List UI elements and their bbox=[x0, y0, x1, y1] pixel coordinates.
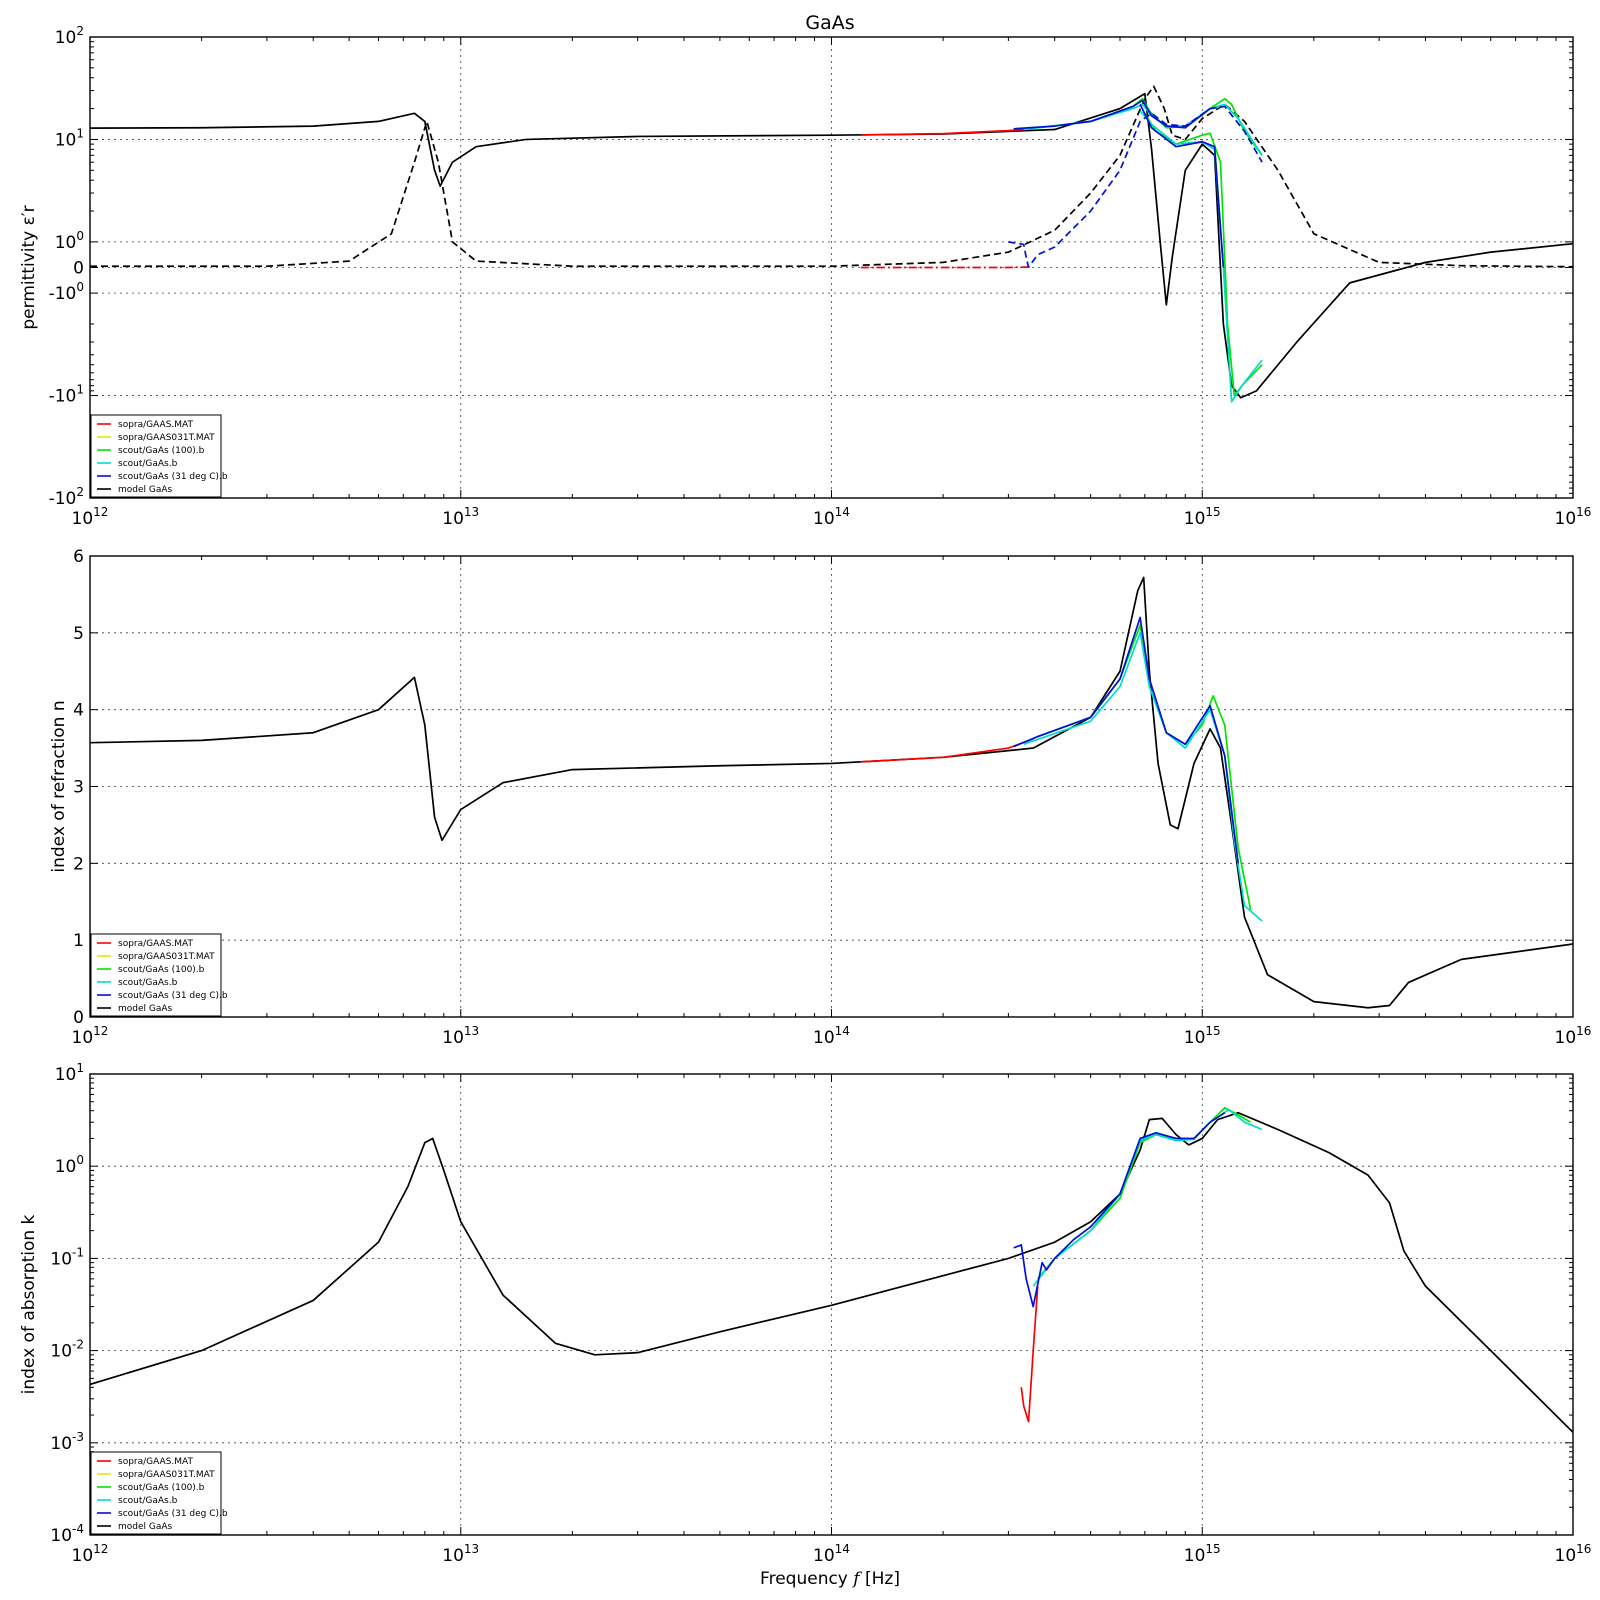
x-tick-label: 1013 bbox=[442, 1024, 479, 1048]
y-tick-label: 10-3 bbox=[50, 1430, 84, 1454]
x-axis-label: Frequency f [Hz] bbox=[760, 1569, 900, 1589]
legend-label: model GaAs bbox=[118, 1004, 173, 1014]
legend-label: model GaAs bbox=[118, 1522, 173, 1532]
series-layer bbox=[90, 576, 1573, 1009]
x-tick-label: 1015 bbox=[1184, 1024, 1221, 1048]
legend-label: scout/GaAs.b bbox=[118, 978, 178, 988]
legend-label: sopra/GAAS031T.MAT bbox=[118, 952, 215, 962]
x-tick-label: 1012 bbox=[72, 1542, 109, 1566]
chart-title: GaAs bbox=[805, 12, 854, 34]
x-tick-label: 1015 bbox=[1184, 1542, 1221, 1566]
series-line-sopra-gaas-mat bbox=[860, 128, 1024, 136]
x-tick-label: 1012 bbox=[72, 505, 109, 529]
series-line-scout-gaas-31-deg-c-b bbox=[1008, 105, 1263, 268]
y-tick-label: 2 bbox=[73, 854, 84, 874]
y-tick-label: 6 bbox=[73, 547, 84, 567]
series-line-scout-gaas-31-deg-c-b bbox=[1013, 1112, 1226, 1308]
series-line-scout-gaas-b bbox=[1023, 103, 1263, 156]
x-tick-label: 1016 bbox=[1555, 1542, 1592, 1566]
series-line-model-gaas bbox=[90, 85, 1573, 268]
legend-label: scout/GaAs (100).b bbox=[118, 446, 205, 456]
legend-label: model GaAs bbox=[118, 485, 173, 495]
series-line-scout-gaas-b bbox=[1032, 1108, 1263, 1287]
legend-label: scout/GaAs.b bbox=[118, 1496, 178, 1506]
y-tick-label: -100 bbox=[49, 280, 84, 304]
legend-label: scout/GaAs (100).b bbox=[118, 965, 205, 975]
series-line-scout-gaas-100-b bbox=[1037, 1106, 1252, 1280]
series-line-model-gaas bbox=[90, 92, 1573, 399]
series-line-sopra-gaas-mat bbox=[1020, 1286, 1039, 1423]
legend: sopra/GAAS.MAT sopra/GAAS031T.MAT scout/Ga… bbox=[90, 414, 228, 498]
y-tick-label: 4 bbox=[73, 701, 84, 721]
y-tick-label: -102 bbox=[49, 485, 84, 509]
legend: sopra/GAAS.MAT sopra/GAAS031T.MAT scout/Ga… bbox=[90, 1451, 228, 1535]
x-tick-label: 1013 bbox=[442, 1542, 479, 1566]
y-tick-label: 101 bbox=[55, 1061, 84, 1085]
series-line-scout-gaas-b bbox=[1023, 631, 1263, 922]
legend-label: scout/GaAs (31 deg C).b bbox=[118, 991, 228, 1001]
x-tick-label: 1014 bbox=[813, 1542, 850, 1566]
panel-absorption: 1012 1013 1014 1015 1016 101 100 10-1 10-2 10-3 10… bbox=[19, 1061, 1591, 1566]
y-tick-label: 101 bbox=[55, 126, 84, 150]
x-tick-label: 1012 bbox=[72, 1024, 109, 1048]
y-tick-label: 1 bbox=[73, 931, 84, 951]
panel-refraction: 1012 1013 1014 1015 1016 0 1 2 3 4 5 6 index of refr… bbox=[49, 547, 1591, 1048]
y-tick-label: -101 bbox=[49, 383, 84, 407]
x-tick-label: 1016 bbox=[1555, 1024, 1592, 1048]
legend-box bbox=[90, 933, 222, 1017]
y-tick-label: 3 bbox=[73, 778, 84, 798]
series-layer bbox=[90, 1106, 1573, 1433]
x-tick-label: 1014 bbox=[813, 505, 850, 529]
legend-box bbox=[90, 414, 222, 498]
series-line-scout-gaas-100-b bbox=[1037, 624, 1252, 910]
legend-label: scout/GaAs (100).b bbox=[118, 1483, 205, 1493]
x-tick-label: 1015 bbox=[1184, 505, 1221, 529]
y-tick-label: 0 bbox=[73, 259, 84, 279]
y-tick-label: 10-1 bbox=[50, 1245, 84, 1269]
legend-box bbox=[90, 1451, 222, 1535]
series-line-scout-gaas-31-deg-c-b bbox=[1139, 103, 1225, 268]
x-tick-label: 1016 bbox=[1555, 505, 1592, 529]
series-line-model-gaas bbox=[90, 1111, 1573, 1433]
legend-label: sopra/GAAS031T.MAT bbox=[118, 433, 215, 443]
y-axis-label: permittivity ε′r bbox=[19, 205, 39, 329]
y-tick-label: 10-4 bbox=[50, 1522, 84, 1546]
series-layer bbox=[90, 85, 1573, 403]
series-line-scout-gaas-31-deg-c-b bbox=[1013, 99, 1211, 130]
x-tick-label: 1014 bbox=[813, 1024, 850, 1048]
panel-permittivity: 1012 1013 1014 1015 1016 102 101 100 0-100 -101 -1… bbox=[19, 24, 1591, 529]
y-tick-label: 100 bbox=[55, 229, 84, 253]
axes-frame bbox=[89, 555, 1574, 1018]
y-tick-label: 10-2 bbox=[50, 1338, 84, 1362]
y-tick-label: 0 bbox=[73, 1008, 84, 1028]
legend-label: scout/GaAs (31 deg C).b bbox=[118, 472, 228, 482]
legend: sopra/GAAS.MAT sopra/GAAS031T.MAT scout/Ga… bbox=[90, 933, 228, 1017]
series-line-scout-gaas-b bbox=[1139, 110, 1263, 403]
legend-label: sopra/GAAS031T.MAT bbox=[118, 1470, 215, 1480]
x-tick-label: 1013 bbox=[442, 505, 479, 529]
y-axis-label: index of refraction n bbox=[49, 700, 69, 872]
y-axis-label: index of absorption k bbox=[19, 1214, 39, 1394]
y-tick-label: 102 bbox=[55, 24, 84, 48]
legend-label: sopra/GAAS.MAT bbox=[118, 939, 193, 949]
legend-label: scout/GaAs.b bbox=[118, 459, 178, 469]
axes-frame bbox=[89, 1073, 1574, 1536]
series-line-scout-gaas-100-b bbox=[1144, 112, 1263, 397]
series-line-sopra-gaas-mat bbox=[860, 266, 1029, 269]
series-line-scout-gaas-31-deg-c-b bbox=[1013, 616, 1240, 864]
y-tick-label: 5 bbox=[73, 624, 84, 644]
legend-label: scout/GaAs (31 deg C).b bbox=[118, 1509, 228, 1519]
series-line-model-gaas bbox=[90, 576, 1573, 1009]
y-tick-label: 100 bbox=[55, 1153, 84, 1177]
axes-frame bbox=[89, 36, 1574, 499]
legend-label: sopra/GAAS.MAT bbox=[118, 420, 193, 430]
legend-label: sopra/GAAS.MAT bbox=[118, 1457, 193, 1467]
